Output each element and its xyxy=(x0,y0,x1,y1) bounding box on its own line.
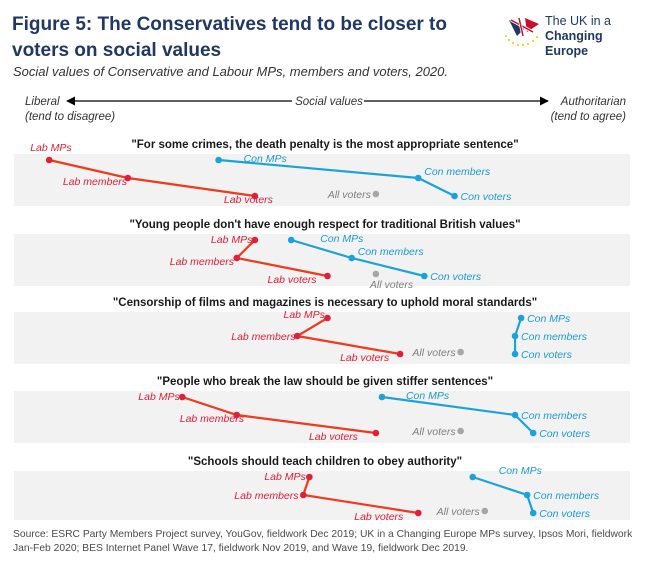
panel-statement: "Censorship of films and magazines is ne… xyxy=(113,297,537,309)
lab-mps-point xyxy=(324,314,331,322)
lab-members-label: Lab members xyxy=(63,176,128,188)
con-voters-label: Con voters xyxy=(539,428,591,440)
panel-3: "Censorship of films and magazines is ne… xyxy=(14,297,630,364)
panel-2: "Young people don't have enough respect … xyxy=(14,219,630,291)
con-voters-point xyxy=(451,192,458,200)
lab-voters-label: Lab voters xyxy=(309,431,359,443)
con-mps-label: Con MPs xyxy=(244,153,288,165)
social-values-chart: Liberal (tend to disagree) Authoritarian (t… xyxy=(14,96,630,520)
lab-voters-point xyxy=(324,272,331,280)
source-note: Source: ESRC Party Members Project surve… xyxy=(13,529,633,554)
con-voters-point xyxy=(529,429,537,437)
lab-mps-point xyxy=(179,393,186,401)
lab-mps-point xyxy=(45,156,53,164)
lab-voters-label: Lab voters xyxy=(354,511,404,520)
union-flag-icon xyxy=(505,17,539,46)
panel-band xyxy=(14,154,630,206)
axis-right-sub: (tend to agree) xyxy=(551,111,627,123)
axis-left-label: Liberal xyxy=(25,96,60,108)
all-voters-point xyxy=(372,270,380,278)
lab-members-label: Lab members xyxy=(231,331,296,343)
con-mps-point xyxy=(469,473,477,481)
con-voters-point xyxy=(421,272,428,280)
axis-right-label: Authoritarian xyxy=(560,96,626,108)
page-subtitle: Social values of Conservative and Labour… xyxy=(13,64,449,79)
con-voters-point xyxy=(511,350,519,358)
logo-line1: The UK in a xyxy=(545,14,612,28)
con-members-point xyxy=(348,254,356,262)
con-mps-point xyxy=(517,314,525,322)
panel-statement: "Schools should teach children to obey a… xyxy=(188,456,462,468)
lab-voters-label: Lab voters xyxy=(224,194,274,206)
axis-center-label: Social values xyxy=(295,96,363,108)
panel-1: "For some crimes, the death penalty is t… xyxy=(14,139,630,206)
panel-statement: "People who break the law should be give… xyxy=(157,376,493,388)
all-voters-point xyxy=(372,190,380,198)
lab-voters-point xyxy=(372,429,380,437)
lab-mps-label: Lab MPs xyxy=(284,309,326,321)
con-members-label: Con members xyxy=(521,410,588,422)
con-mps-point xyxy=(215,156,222,164)
lab-mps-label: Lab MPs xyxy=(211,234,253,246)
con-voters-label: Con voters xyxy=(521,349,573,361)
lab-members-point xyxy=(293,332,301,340)
lab-members-point xyxy=(124,174,132,182)
panel-5: "Schools should teach children to obey a… xyxy=(14,456,630,520)
all-voters-point xyxy=(457,348,464,356)
con-members-label: Con members xyxy=(358,246,425,258)
logo: The UK in a Changing Europe xyxy=(503,14,643,58)
con-mps-label: Con MPs xyxy=(499,465,543,477)
lab-voters-point xyxy=(251,192,259,200)
axis-left-sub: (tend to disagree) xyxy=(25,111,115,123)
lab-members-label: Lab members xyxy=(234,490,299,502)
lab-voters-label: Lab voters xyxy=(268,274,318,286)
all-voters-label: All voters xyxy=(411,426,456,438)
con-mps-label: Con MPs xyxy=(527,313,571,325)
lab-voters-point xyxy=(414,509,422,517)
lab-voters-point xyxy=(396,350,404,358)
lab-voters-label: Lab voters xyxy=(340,352,390,364)
all-voters-label: All voters xyxy=(369,279,414,291)
con-voters-label: Con voters xyxy=(461,191,513,203)
all-voters-label: All voters xyxy=(411,347,456,359)
panel-statement: "Young people don't have enough respect … xyxy=(129,219,520,231)
con-members-label: Con members xyxy=(424,166,491,178)
panel-band xyxy=(14,391,630,443)
con-members-point xyxy=(511,332,519,340)
lab-members-label: Lab members xyxy=(180,413,245,425)
lab-mps-label: Lab MPs xyxy=(30,142,72,154)
panel-statement: "For some crimes, the death penalty is t… xyxy=(131,139,518,151)
logo-line2: Changing Europe xyxy=(545,29,603,58)
con-mps-point xyxy=(287,236,295,244)
all-voters-point xyxy=(457,427,464,435)
con-voters-label: Con voters xyxy=(539,508,591,520)
panel-band xyxy=(14,234,630,286)
lab-members-point xyxy=(233,254,241,262)
con-members-point xyxy=(523,491,531,499)
con-members-label: Con members xyxy=(521,331,588,343)
lab-mps-point xyxy=(251,236,259,244)
all-voters-label: All voters xyxy=(327,189,372,201)
con-mps-label: Con MPs xyxy=(320,233,364,245)
lab-mps-label: Lab MPs xyxy=(264,471,306,483)
lab-members-label: Lab members xyxy=(170,256,235,268)
all-voters-point xyxy=(481,507,489,515)
con-voters-point xyxy=(529,509,537,517)
con-mps-label: Con MPs xyxy=(406,390,450,402)
page-title: Figure 5: The Conservatives tend to be c… xyxy=(12,14,447,61)
all-voters-label: All voters xyxy=(436,506,481,518)
con-members-point xyxy=(511,411,519,419)
con-mps-point xyxy=(378,393,386,401)
panel-4: "People who break the law should be give… xyxy=(14,376,630,443)
lab-members-point xyxy=(233,411,241,419)
con-voters-label: Con voters xyxy=(430,271,482,283)
lab-mps-point xyxy=(306,473,313,481)
lab-members-point xyxy=(300,491,307,499)
lab-mps-label: Lab MPs xyxy=(138,391,180,403)
con-members-point xyxy=(414,174,422,182)
con-members-label: Con members xyxy=(533,490,600,502)
